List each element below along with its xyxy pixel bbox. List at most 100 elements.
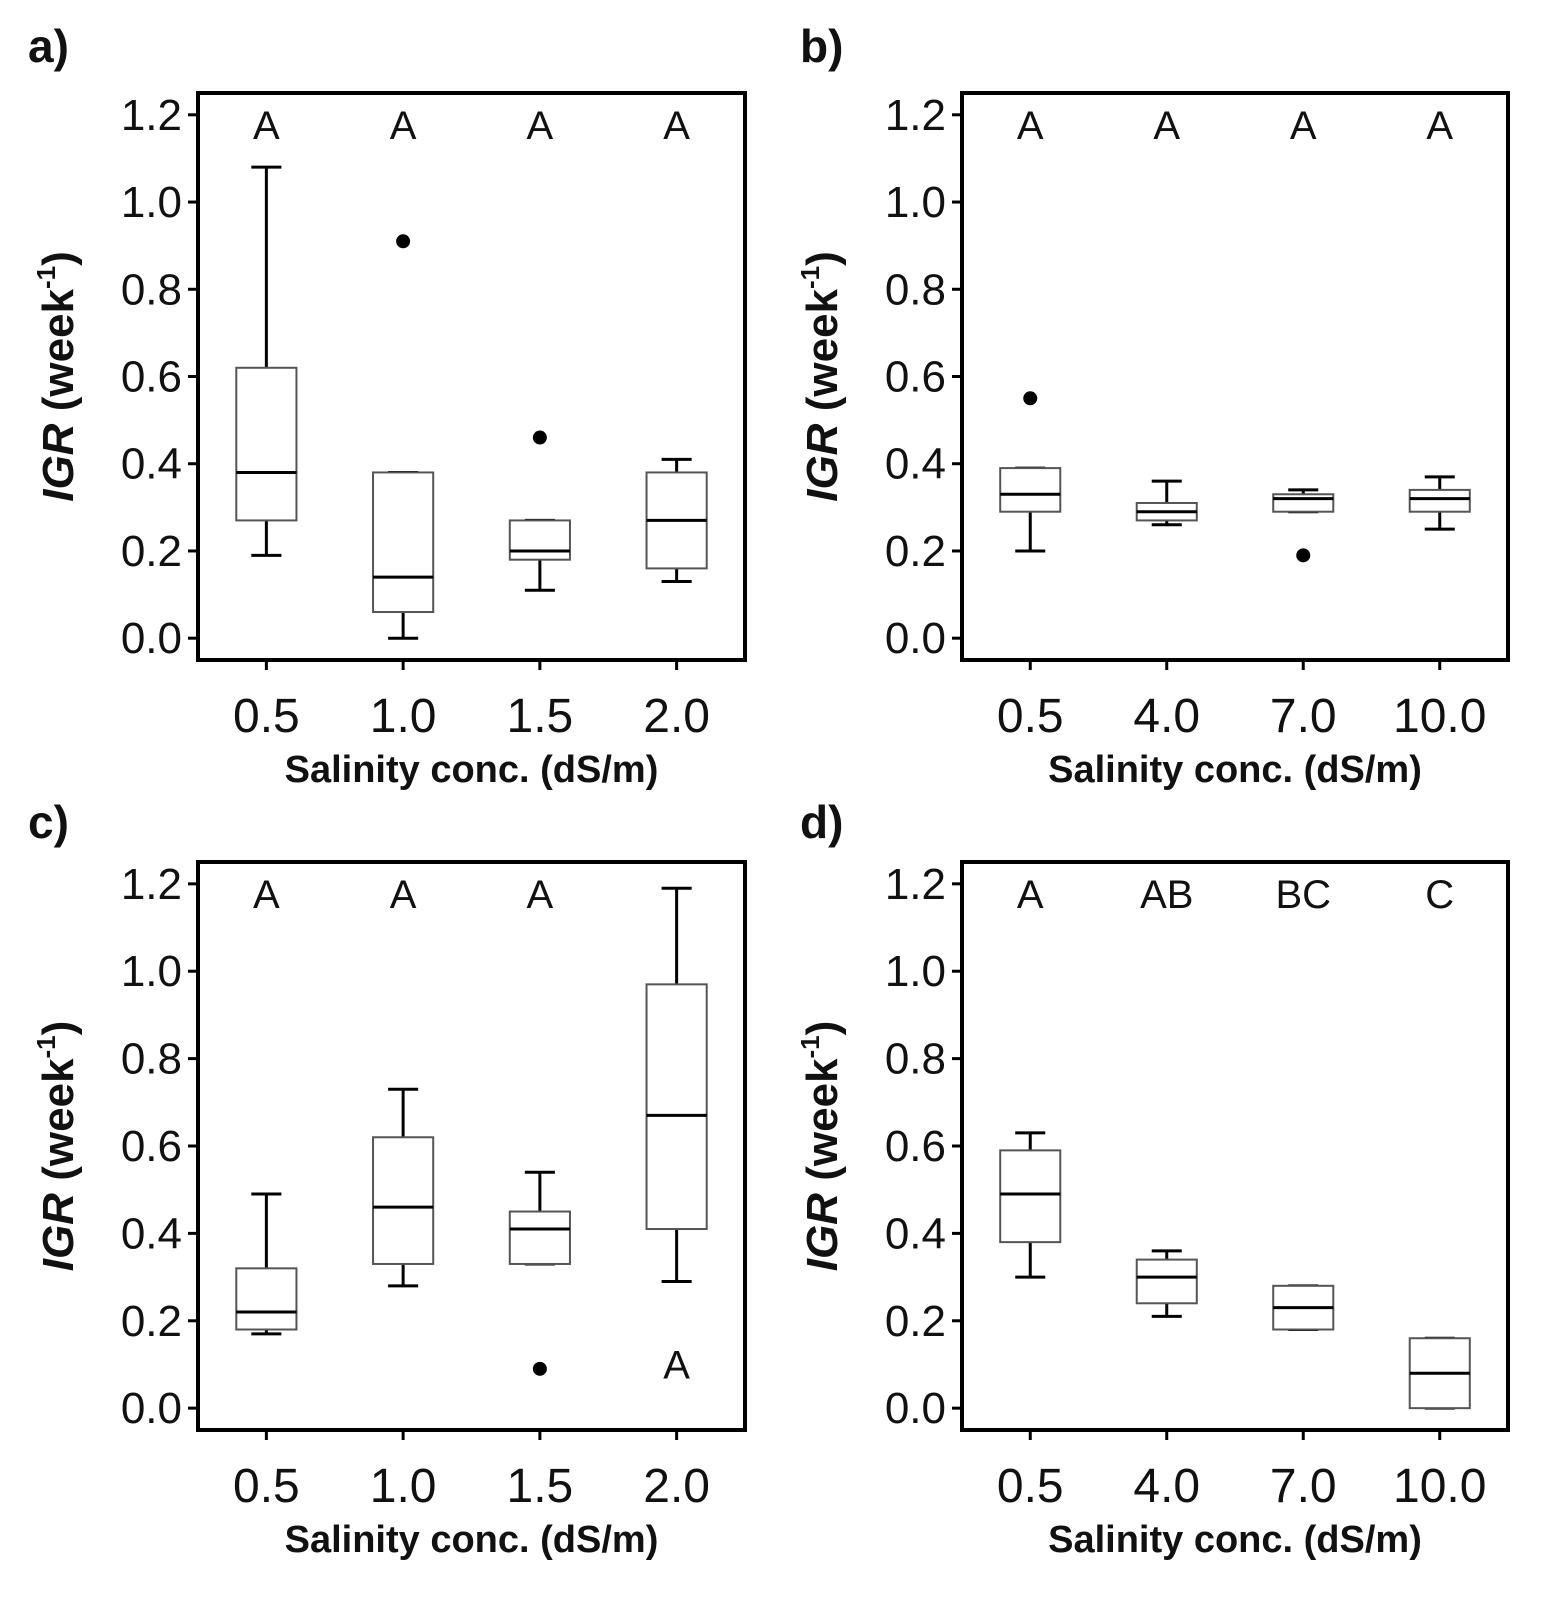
x-tick-label: 10.0	[1393, 690, 1486, 743]
x-axis-label: Salinity conc. (dS/m)	[285, 749, 659, 791]
y-axis-label-exponent: -1	[31, 1035, 61, 1058]
y-tick-label: 0.2	[885, 1297, 946, 1346]
significance-letter: BC	[1275, 873, 1331, 917]
box-10.0	[1408, 475, 1471, 531]
significance-letter: A	[527, 104, 554, 148]
y-axis-label: IGR (week-1)	[795, 1021, 847, 1272]
box-1.5	[508, 430, 571, 592]
y-tick-label: 0.2	[121, 527, 182, 576]
y-tick-label: 0.6	[885, 1122, 946, 1171]
box-iqr	[999, 467, 1062, 513]
significance-letter: A	[1153, 104, 1180, 148]
x-axis-label: Salinity conc. (dS/m)	[1048, 1519, 1422, 1561]
y-axis-label-close: )	[34, 1021, 83, 1036]
box-iqr	[508, 1210, 571, 1265]
box-iqr	[1135, 1258, 1198, 1305]
x-tick-label: 2.0	[643, 690, 710, 743]
x-tick-label: 7.0	[1270, 690, 1337, 743]
significance-letter: AB	[1140, 873, 1193, 917]
y-axis-label-var: IGR	[798, 423, 847, 501]
significance-letter: A	[253, 104, 280, 148]
significance-letter: A	[527, 873, 554, 917]
y-tick-label: 0.8	[121, 265, 182, 314]
y-axis-label-unit: (week	[798, 288, 847, 423]
y-tick-label: 0.4	[121, 1209, 182, 1258]
y-tick-label: 1.2	[121, 860, 182, 909]
box-0.5	[235, 165, 298, 557]
y-tick-label: 1.0	[121, 178, 182, 227]
significance-letter: A	[390, 873, 417, 917]
outlier-point	[1023, 391, 1038, 406]
box-7.0	[1272, 1284, 1335, 1332]
significance-letter: A	[253, 873, 280, 917]
y-tick-label: 0.8	[121, 1035, 182, 1084]
box-iqr	[235, 1267, 298, 1331]
y-tick-label: 1.2	[121, 91, 182, 140]
box-0.5	[999, 391, 1062, 553]
outlier-point	[532, 1361, 547, 1376]
box-4.0	[1135, 479, 1198, 527]
y-tick-label: 0.8	[885, 265, 946, 314]
y-axis-label: IGR (week-1)	[31, 251, 83, 502]
x-tick-label: 1.0	[370, 1460, 437, 1513]
y-tick-label: 1.2	[885, 91, 946, 140]
y-axis-label-exponent: -1	[795, 1035, 825, 1058]
y-axis-label-unit: (week	[34, 1058, 83, 1193]
significance-letter: A	[1017, 104, 1044, 148]
y-axis-label-var: IGR	[34, 423, 83, 501]
box-1.5	[508, 1170, 571, 1376]
panel-label: d)	[800, 796, 843, 848]
box-7.0	[1272, 488, 1335, 563]
y-axis-label-exponent: -1	[795, 266, 825, 289]
y-axis-label-unit: (week	[798, 1058, 847, 1193]
x-tick-label: 1.5	[507, 690, 574, 743]
x-tick-label: 1.5	[507, 1460, 574, 1513]
y-axis-label-exponent: -1	[31, 266, 61, 289]
y-tick-label: 0.0	[885, 614, 946, 663]
y-tick-label: 0.0	[121, 614, 182, 663]
y-tick-label: 0.6	[121, 1122, 182, 1171]
panel-label: a)	[28, 20, 69, 72]
panel-label: b)	[800, 20, 843, 72]
x-axis-label: Salinity conc. (dS/m)	[1048, 749, 1422, 791]
x-tick-label: 10.0	[1393, 1460, 1486, 1513]
significance-letter: A	[1017, 873, 1044, 917]
y-tick-label: 0.0	[121, 1384, 182, 1433]
y-axis-label-var: IGR	[798, 1193, 847, 1271]
x-tick-label: 4.0	[1133, 690, 1200, 743]
box-iqr	[999, 1149, 1062, 1244]
y-tick-label: 1.2	[885, 860, 946, 909]
panel-a: a) 0.0 0.2 0.4 0.6 0.8 1.0 1.2 IGR (week-1) Salin…	[28, 20, 747, 791]
y-tick-label: 0.4	[885, 1209, 946, 1258]
box-10.0	[1408, 1336, 1471, 1410]
box-iqr	[1272, 493, 1335, 513]
box-iqr	[1408, 488, 1471, 513]
box-iqr	[508, 519, 571, 561]
outlier-point	[396, 234, 411, 249]
y-axis-label-var: IGR	[34, 1193, 83, 1271]
box-1.0	[372, 1087, 435, 1288]
y-axis-label-close: )	[34, 251, 83, 266]
x-axis-label: Salinity conc. (dS/m)	[285, 1519, 659, 1561]
panel-c: c) 0.0 0.2 0.4 0.6 0.8 1.0 1.2 IGR (week-1) Salin…	[28, 796, 747, 1561]
significance-letter: A	[390, 104, 417, 148]
outlier-point	[532, 430, 547, 445]
y-axis-label-close: )	[798, 1021, 847, 1036]
panel-b: b) 0.0 0.2 0.4 0.6 0.8 1.0 1.2 IGR (week-1) Salin…	[795, 20, 1510, 791]
y-tick-label: 1.0	[885, 178, 946, 227]
box-0.5	[235, 1192, 298, 1336]
significance-letter: A	[1290, 104, 1317, 148]
significance-letter: A	[1426, 104, 1453, 148]
x-tick-label: 0.5	[233, 690, 300, 743]
outlier-point	[1296, 548, 1311, 563]
x-tick-label: 4.0	[1133, 1460, 1200, 1513]
y-tick-label: 0.6	[121, 353, 182, 402]
x-tick-label: 1.0	[370, 690, 437, 743]
box-2.0	[645, 886, 708, 1283]
box-iqr	[235, 366, 298, 522]
panel-d: d) 0.0 0.2 0.4 0.6 0.8 1.0 1.2 IGR (week-1) Salin…	[795, 796, 1510, 1561]
y-axis-label: IGR (week-1)	[31, 1021, 83, 1272]
x-tick-label: 0.5	[997, 1460, 1064, 1513]
box-1.0	[372, 234, 435, 640]
box-2.0	[645, 457, 708, 583]
